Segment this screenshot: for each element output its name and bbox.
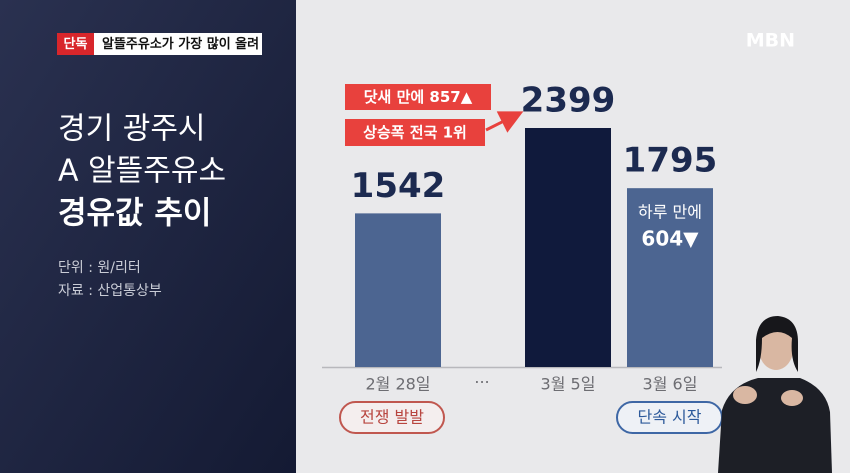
event-label: 전쟁 발발 [360,408,424,427]
badge: 단독 [64,36,88,52]
arrow [485,111,524,133]
badge-box [57,33,94,55]
bar [627,188,713,367]
headline: 알뜰주유소가 가장 많이 올려 [102,36,259,52]
unit-note: 단위 : 원/리터 [58,260,141,276]
panel-title: 경유값 추이 [58,196,211,232]
side-panel [0,0,296,473]
x-tick-label: 2월 28일 [365,375,430,394]
annotation: 하루 만에 [638,203,702,222]
annotation: 닷새 만에 857▲ [364,88,473,106]
annotation-box [345,119,485,146]
headline-box [94,33,262,55]
x-tick-label: 3월 6일 [643,375,698,394]
bar [355,213,441,367]
panel-title: 경기 광주시 [58,112,206,147]
event-pill [339,401,445,434]
annotation-box [345,84,491,110]
value-label: 1795 [623,141,718,181]
bar [525,128,611,367]
x-tick-label: 3월 5일 [541,375,596,394]
source-note: 자료 : 산업통상부 [58,283,162,299]
annotation: 상승폭 전국 1위 [363,124,467,142]
panel-title: A 알뜰주유소 [58,154,226,189]
value-label: 1542 [351,166,446,206]
interpreter [718,316,832,473]
gap-label: ··· [474,373,489,392]
logo: MBN [746,30,795,52]
annotation: 604▼ [641,227,699,251]
value-label: 2399 [521,81,616,121]
event-label: 단속 시작 [638,408,702,427]
